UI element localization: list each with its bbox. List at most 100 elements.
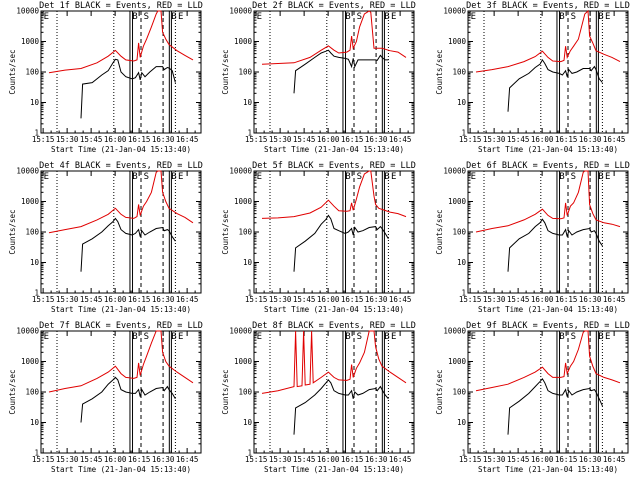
x-tick-label: 15:30 xyxy=(269,135,292,144)
panel-title: Det 4f BLACK = Events, RED = LLD xyxy=(39,161,203,171)
y-tick-label: 1000 xyxy=(448,197,467,206)
x-tick-label: 16:15 xyxy=(128,295,151,304)
panel-title: Det 2f BLACK = Events, RED = LLD xyxy=(252,1,416,11)
x-tick-label: 16:15 xyxy=(341,455,364,464)
interval-marker-e: E xyxy=(257,332,262,342)
interval-marker-e: E xyxy=(605,172,610,182)
interval-marker-e: E xyxy=(471,332,476,342)
y-axis-label: Counts/sec xyxy=(435,209,444,254)
x-tick-label: 15:15 xyxy=(32,455,55,464)
lld-series-line xyxy=(261,10,407,65)
y-tick-label: 1 xyxy=(247,129,252,138)
x-tick-label: 16:45 xyxy=(389,295,412,304)
y-tick-label: 10 xyxy=(30,418,40,427)
plot-frame xyxy=(253,10,415,134)
events-series-line xyxy=(293,49,389,94)
x-tick-label: 16:30 xyxy=(152,455,175,464)
interval-marker-s: S xyxy=(571,172,576,182)
x-axis-label: Start Time (21-Jan-04 15:13:40) xyxy=(264,305,404,314)
events-series-line xyxy=(507,58,603,112)
x-tick-label: 16:15 xyxy=(341,135,364,144)
x-tick-label: 15:15 xyxy=(32,295,55,304)
x-tick-label: 15:30 xyxy=(483,455,506,464)
plot-frame xyxy=(253,330,415,454)
interval-marker-e: E xyxy=(605,332,610,342)
interval-marker-s: S xyxy=(144,12,149,22)
x-tick-label: 16:45 xyxy=(603,295,626,304)
x-tick-label: 15:30 xyxy=(483,135,506,144)
y-tick-label: 1 xyxy=(247,289,252,298)
interval-marker-b: B xyxy=(559,172,564,182)
interval-marker-b: B xyxy=(171,172,176,182)
y-tick-label: 10 xyxy=(457,418,467,427)
lld-series-line xyxy=(475,170,621,233)
plot-frame xyxy=(40,330,202,454)
panel-title: Det 6f BLACK = Events, RED = LLD xyxy=(466,161,630,171)
panel-title: Det 9f BLACK = Events, RED = LLD xyxy=(466,321,630,331)
interval-marker-s: S xyxy=(571,12,576,22)
x-tick-label: 15:15 xyxy=(245,295,268,304)
interval-marker-e: E xyxy=(178,12,183,22)
y-tick-label: 10000 xyxy=(16,327,39,336)
x-tick-label: 16:45 xyxy=(176,455,199,464)
x-tick-label: 16:15 xyxy=(128,135,151,144)
y-tick-label: 10000 xyxy=(229,7,252,16)
x-tick-label: 16:15 xyxy=(555,295,578,304)
interval-marker-e: E xyxy=(44,332,49,342)
interval-marker-b: B xyxy=(384,172,389,182)
y-tick-label: 1000 xyxy=(234,197,253,206)
x-tick-label: 15:30 xyxy=(269,455,292,464)
lld-series-line xyxy=(475,9,621,73)
x-tick-label: 16:15 xyxy=(555,455,578,464)
x-tick-label: 15:15 xyxy=(245,455,268,464)
x-tick-label: 16:00 xyxy=(104,455,127,464)
x-tick-label: 16:45 xyxy=(389,135,412,144)
y-axis-label: Counts/sec xyxy=(8,209,17,254)
events-series-line xyxy=(293,379,389,435)
panel-title: Det 3f BLACK = Events, RED = LLD xyxy=(466,1,630,11)
y-tick-label: 100 xyxy=(238,388,252,397)
plot-frame xyxy=(467,330,629,454)
interval-marker-b: B xyxy=(345,172,350,182)
x-tick-label: 16:00 xyxy=(104,135,127,144)
x-tick-label: 15:15 xyxy=(459,455,482,464)
x-tick-label: 16:45 xyxy=(389,455,412,464)
interval-marker-b: B xyxy=(171,332,176,342)
x-tick-label: 15:15 xyxy=(32,135,55,144)
y-tick-label: 100 xyxy=(452,68,466,77)
x-axis-label: Start Time (21-Jan-04 15:13:40) xyxy=(478,305,618,314)
plot-frame xyxy=(467,170,629,294)
interval-marker-b: B xyxy=(171,12,176,22)
x-axis-label: Start Time (21-Jan-04 15:13:40) xyxy=(478,145,618,154)
x-tick-label: 16:30 xyxy=(152,135,175,144)
y-axis-label: Counts/sec xyxy=(221,209,230,254)
x-tick-label: 15:45 xyxy=(507,295,530,304)
y-tick-label: 10000 xyxy=(16,167,39,176)
x-tick-label: 16:15 xyxy=(341,295,364,304)
y-tick-label: 10 xyxy=(243,98,253,107)
interval-marker-e: E xyxy=(178,172,183,182)
lld-series-line xyxy=(261,170,407,219)
y-tick-label: 1000 xyxy=(234,37,253,46)
y-tick-label: 1 xyxy=(461,129,466,138)
x-tick-label: 16:15 xyxy=(128,455,151,464)
interval-marker-s: S xyxy=(144,172,149,182)
interval-marker-b: B xyxy=(598,12,603,22)
interval-marker-e: E xyxy=(471,12,476,22)
events-series-line xyxy=(80,217,176,272)
x-tick-label: 16:30 xyxy=(579,135,602,144)
interval-marker-e: E xyxy=(257,12,262,22)
x-tick-label: 15:30 xyxy=(269,295,292,304)
interval-marker-b: B xyxy=(345,12,350,22)
x-tick-label: 16:30 xyxy=(579,295,602,304)
panel-title: Det 1f BLACK = Events, RED = LLD xyxy=(39,1,203,11)
interval-marker-b: B xyxy=(384,332,389,342)
y-tick-label: 1000 xyxy=(21,357,40,366)
x-tick-label: 16:45 xyxy=(176,135,199,144)
x-tick-label: 15:15 xyxy=(245,135,268,144)
y-tick-label: 10 xyxy=(457,258,467,267)
